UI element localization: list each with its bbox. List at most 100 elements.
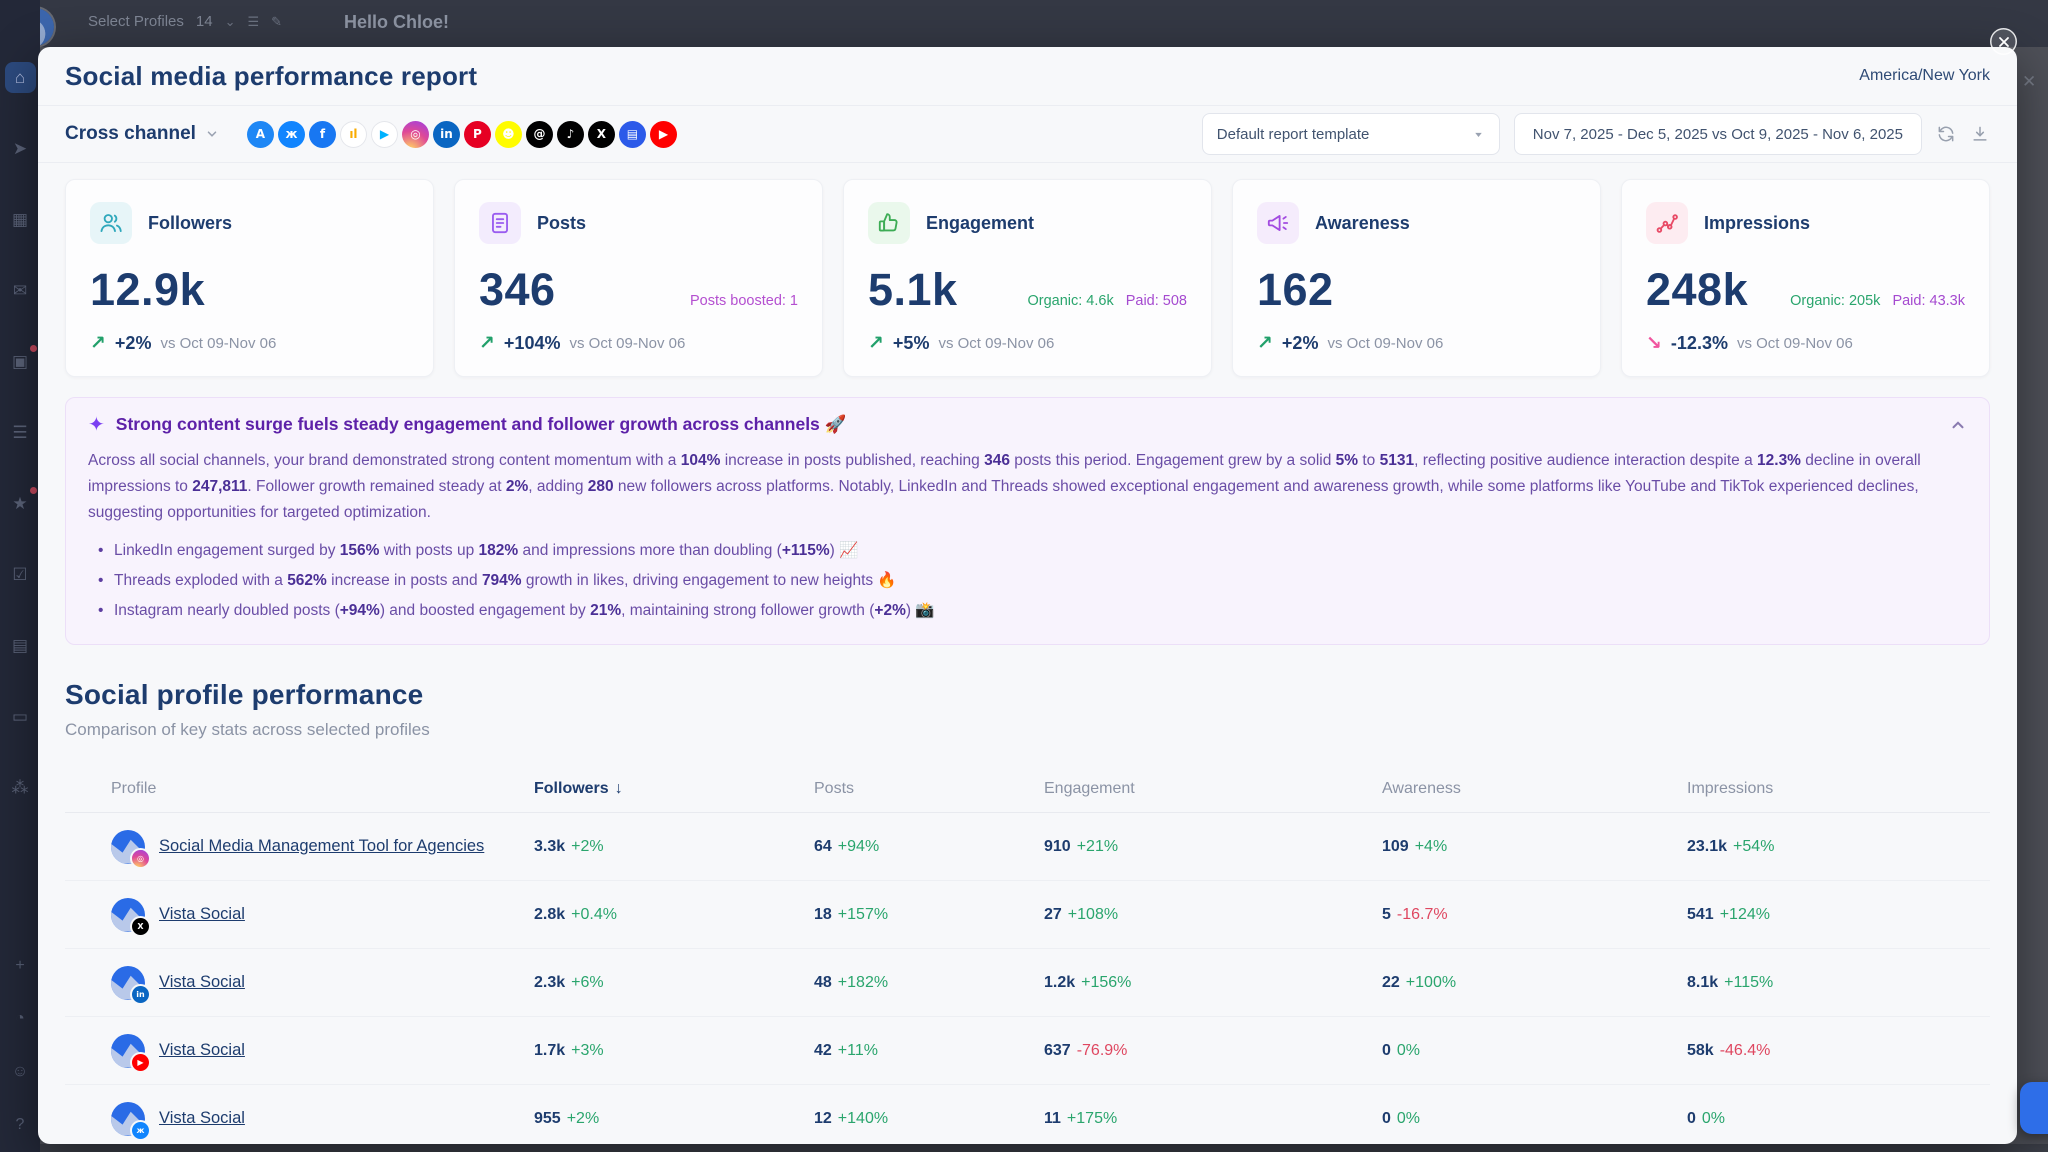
awareness-delta: 0%	[1396, 1109, 1421, 1127]
card-label: Impressions	[1704, 212, 1811, 233]
linkedin-badge-icon: in	[132, 985, 149, 1003]
insight-bullet: LinkedIn engagement surged by 156% with …	[98, 536, 1967, 566]
awareness-delta: +100%	[1405, 973, 1457, 991]
report-template-select[interactable]: Default report template	[1201, 113, 1500, 155]
profile-link[interactable]: Vista Social	[159, 905, 245, 923]
column-header-engagement[interactable]: Engagement	[1044, 780, 1135, 797]
profile-link[interactable]: Social Media Management Tool for Agencie…	[159, 837, 485, 855]
profile-link[interactable]: Vista Social	[159, 1041, 245, 1059]
sidebar-item-home[interactable]: ⌂	[4, 62, 36, 93]
insight-paragraph: Across all social channels, your brand d…	[88, 452, 1921, 521]
section-subtitle: Comparison of key stats across selected …	[65, 720, 430, 739]
followers-value: 2.8k	[534, 905, 566, 923]
engagement-delta: -76.9%	[1076, 1041, 1128, 1059]
youtube-icon[interactable]: ▶	[649, 120, 677, 148]
awareness-value: 0	[1382, 1109, 1391, 1127]
x-badge-icon: X	[132, 917, 149, 935]
chat-fab-button[interactable]	[2020, 1082, 2048, 1134]
followers-delta: +3%	[571, 1041, 604, 1059]
sidebar-item-reviews[interactable]: ★	[5, 487, 37, 519]
column-header-impressions[interactable]: Impressions	[1687, 780, 1774, 797]
sidebar-item-media[interactable]: ▣	[5, 345, 37, 377]
sidebar-item-calendar[interactable]: ▦	[11, 209, 29, 229]
awareness-value: 109	[1382, 837, 1409, 855]
metric-card-engagement: Engagement 5.1k Organic: 4.6k Paid: 508 …	[843, 179, 1212, 377]
bluesky-icon[interactable]: ж	[277, 120, 305, 148]
followers-icon	[90, 202, 132, 244]
awareness-delta: 0%	[1396, 1041, 1421, 1059]
column-header-awareness[interactable]: Awareness	[1382, 780, 1461, 797]
x-icon[interactable]: X	[587, 120, 615, 148]
card-label: Awareness	[1315, 212, 1410, 233]
sidebar-item-publish[interactable]: ➤	[12, 138, 28, 158]
awareness-delta: +4%	[1414, 837, 1448, 855]
impressions-icon	[1646, 202, 1688, 244]
impressions-delta: +54%	[1733, 837, 1775, 855]
sidebar-item-help[interactable]: ?	[15, 1115, 25, 1133]
app-store-icon[interactable]: A	[246, 120, 274, 148]
tiktok-icon[interactable]: ♪	[556, 120, 584, 148]
sidebar-item-planner[interactable]: ☰	[12, 422, 28, 442]
sidebar-item-advocacy[interactable]: ⁂	[11, 777, 29, 797]
refresh-icon[interactable]	[1936, 124, 1956, 144]
followers-delta: +0.4%	[571, 905, 617, 923]
collapse-chevron-icon[interactable]	[1949, 416, 1967, 434]
organic-label: Organic: 205k	[1790, 293, 1881, 309]
column-header-profile[interactable]: Profile	[111, 780, 157, 797]
posts-delta: +182%	[837, 973, 889, 991]
sparkle-icon: ✦	[88, 413, 105, 436]
engagement-value: 910	[1044, 837, 1071, 855]
posts-value: 18	[814, 905, 832, 923]
sidebar-item-billing[interactable]: ▭	[11, 706, 29, 726]
column-header-followers[interactable]: Followers ↓	[534, 780, 814, 798]
template-select-value: Default report template	[1216, 125, 1370, 143]
engagement-delta: +175%	[1066, 1109, 1118, 1127]
sidebar-item-status[interactable]: ☺	[11, 1062, 29, 1080]
pinterest-icon[interactable]: P	[463, 120, 491, 148]
metric-cards-row: Followers 12.9k ↗ +2% vs Oct 09-Nov 06 P…	[65, 179, 1990, 377]
table-row: ◎ Social Media Management Tool for Agenc…	[65, 813, 1990, 881]
google-analytics-icon[interactable]: ıl	[339, 120, 367, 148]
impressions-value: 0	[1687, 1109, 1696, 1127]
channel-label: Cross channel	[65, 123, 196, 144]
engagement-icon	[868, 202, 910, 244]
section-title: Social profile performance	[65, 679, 424, 710]
close-button[interactable]	[1990, 28, 2017, 55]
select-profiles-button[interactable]: Select Profiles	[88, 13, 184, 30]
engagement-delta: +108%	[1067, 905, 1119, 923]
posts-delta: +94%	[837, 837, 880, 855]
profile-link[interactable]: Vista Social	[159, 973, 245, 991]
google-play-icon[interactable]: ▶	[370, 120, 398, 148]
channel-selector[interactable]: Cross channel	[65, 123, 219, 145]
awareness-delta: -16.7%	[1396, 905, 1448, 923]
awareness-value: 0	[1382, 1041, 1391, 1059]
ai-insight-panel: ✦ Strong content surge fuels steady enga…	[65, 397, 1990, 645]
facebook-icon[interactable]: f	[308, 120, 336, 148]
instagram-icon[interactable]: ◎	[401, 120, 429, 148]
date-range-button[interactable]: Nov 7, 2025 - Dec 5, 2025 vs Oct 9, 2025…	[1513, 113, 1922, 155]
performance-report-modal: Social media performance report America/…	[38, 47, 2017, 1144]
snapchat-icon[interactable]: ☻	[494, 120, 522, 148]
sidebar-item-reports[interactable]: ▤	[11, 635, 29, 655]
sort-desc-icon: ↓	[614, 780, 623, 797]
column-header-posts[interactable]: Posts	[814, 780, 855, 797]
sidebar-item-notifications[interactable]: ◔	[15, 1009, 25, 1027]
page-title: Social media performance report	[65, 60, 478, 91]
threads-icon[interactable]: @	[525, 120, 553, 148]
modal-header: Social media performance report America/…	[38, 47, 2017, 106]
background-bottom	[40, 1144, 2048, 1152]
sidebar-item-inbox[interactable]: ✉	[12, 280, 28, 300]
sidebar-item-approvals[interactable]: ☑	[12, 564, 28, 584]
impressions-delta: +115%	[1724, 973, 1774, 991]
insight-bullet-list: LinkedIn engagement surged by 156% with …	[88, 536, 1967, 626]
profile-link[interactable]: Vista Social	[159, 1109, 245, 1127]
tumblr-icon[interactable]: ▤	[618, 120, 646, 148]
impressions-value: 8.1k	[1687, 973, 1719, 991]
sidebar-item-create[interactable]: +	[15, 956, 25, 974]
download-icon[interactable]	[1970, 124, 1990, 144]
engagement-value: 1.2k	[1044, 973, 1076, 991]
linkedin-icon[interactable]: in	[432, 120, 460, 148]
engagement-delta: +21%	[1076, 837, 1119, 855]
card-compare-label: vs Oct 09-Nov 06	[1327, 335, 1444, 352]
